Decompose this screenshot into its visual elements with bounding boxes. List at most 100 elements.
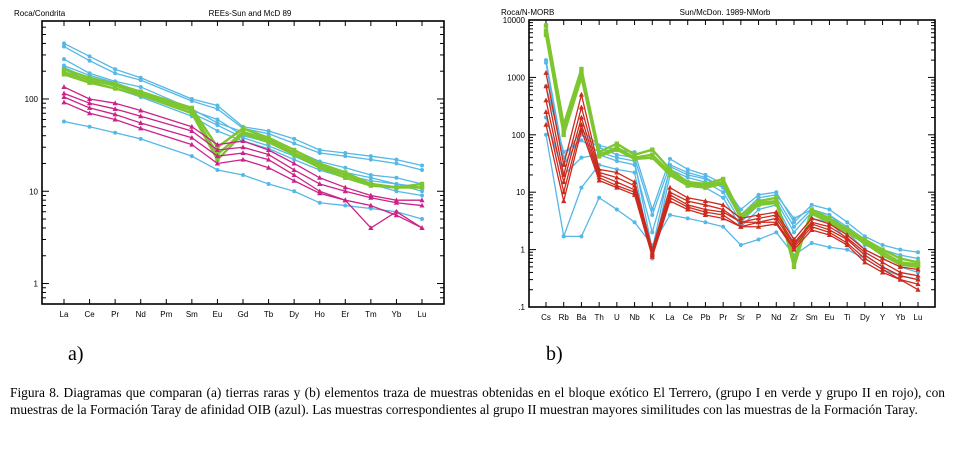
data-point bbox=[561, 198, 567, 204]
x-tick-label: La bbox=[666, 313, 675, 322]
data-point bbox=[113, 67, 118, 72]
data-point bbox=[544, 60, 548, 65]
data-point bbox=[113, 130, 118, 135]
data-point bbox=[809, 211, 814, 217]
data-point bbox=[631, 192, 638, 197]
data-point bbox=[897, 269, 903, 275]
data-point bbox=[792, 216, 796, 221]
data-point bbox=[419, 185, 425, 190]
data-point bbox=[87, 77, 92, 83]
data-point bbox=[138, 78, 143, 83]
data-point bbox=[241, 135, 245, 140]
data-point bbox=[87, 58, 92, 63]
data-point bbox=[62, 41, 66, 46]
data-point bbox=[138, 136, 143, 141]
x-tick-label: Pb bbox=[701, 313, 711, 322]
data-point bbox=[579, 155, 584, 160]
data-point bbox=[879, 259, 886, 265]
x-tick-label: Lu bbox=[914, 313, 923, 322]
data-point bbox=[138, 125, 144, 131]
y-tick-label: 100 bbox=[25, 95, 39, 104]
data-point bbox=[597, 195, 602, 200]
data-point bbox=[667, 170, 673, 175]
data-point bbox=[880, 250, 885, 255]
data-point bbox=[61, 72, 67, 77]
data-point bbox=[614, 158, 619, 163]
data-point bbox=[915, 262, 921, 267]
data-point bbox=[189, 105, 195, 111]
data-point bbox=[394, 185, 399, 190]
data-point bbox=[579, 70, 584, 76]
data-point bbox=[368, 178, 373, 183]
data-point bbox=[685, 175, 690, 180]
data-point bbox=[419, 225, 425, 230]
data-point bbox=[862, 259, 868, 265]
data-point bbox=[809, 227, 815, 232]
data-point bbox=[809, 215, 815, 221]
data-point bbox=[792, 224, 796, 229]
x-tick-label: P bbox=[756, 313, 761, 322]
data-point bbox=[87, 54, 92, 59]
data-point bbox=[317, 181, 323, 186]
data-point bbox=[317, 165, 322, 170]
data-point bbox=[631, 182, 638, 188]
data-point bbox=[343, 172, 348, 178]
data-point bbox=[721, 224, 726, 229]
data-point bbox=[189, 108, 195, 113]
data-point bbox=[317, 147, 322, 152]
data-point bbox=[215, 106, 220, 111]
data-point bbox=[62, 57, 66, 62]
data-point bbox=[773, 212, 779, 218]
data-point bbox=[897, 272, 903, 278]
data-point bbox=[189, 154, 194, 159]
data-point bbox=[631, 189, 638, 195]
data-point bbox=[215, 117, 220, 122]
data-point bbox=[87, 80, 92, 85]
data-point bbox=[215, 157, 220, 162]
data-point bbox=[792, 230, 796, 235]
data-point bbox=[420, 217, 424, 222]
data-point bbox=[61, 99, 67, 105]
data-point bbox=[543, 97, 549, 103]
data-point bbox=[596, 154, 602, 159]
data-point bbox=[897, 264, 903, 269]
data-point bbox=[720, 181, 726, 187]
x-tick-label: Yb bbox=[392, 310, 402, 319]
data-point bbox=[720, 215, 726, 221]
data-point bbox=[792, 220, 796, 225]
x-tick-label: K bbox=[650, 313, 656, 322]
plot-frame bbox=[528, 19, 936, 308]
data-point bbox=[720, 176, 726, 182]
data-point bbox=[214, 160, 221, 166]
data-point bbox=[419, 181, 425, 187]
data-point bbox=[342, 184, 348, 190]
panel-label-b: b) bbox=[546, 343, 563, 365]
data-point bbox=[138, 107, 144, 113]
data-point bbox=[774, 230, 779, 235]
data-point bbox=[241, 173, 245, 178]
data-point bbox=[809, 202, 814, 207]
x-tick-label: Th bbox=[594, 313, 603, 322]
data-point bbox=[291, 172, 297, 178]
data-point bbox=[138, 92, 143, 98]
data-point bbox=[291, 177, 297, 183]
data-point bbox=[915, 266, 921, 272]
data-point bbox=[650, 152, 655, 157]
data-point bbox=[755, 223, 762, 229]
data-point bbox=[62, 44, 66, 49]
data-point bbox=[721, 190, 726, 195]
data-point bbox=[561, 132, 566, 137]
x-tick-label: Eu bbox=[825, 313, 835, 322]
data-point bbox=[667, 198, 673, 204]
data-point bbox=[393, 197, 400, 203]
data-point bbox=[291, 167, 297, 172]
data-point bbox=[915, 286, 921, 292]
data-point bbox=[880, 247, 885, 252]
data-point bbox=[543, 23, 549, 28]
data-point bbox=[343, 170, 348, 175]
data-point bbox=[543, 70, 549, 75]
x-tick-label: Eu bbox=[213, 310, 223, 319]
x-tick-label: Nd bbox=[136, 310, 146, 319]
y-tick-label: 1 bbox=[34, 280, 39, 289]
data-point bbox=[844, 232, 850, 237]
